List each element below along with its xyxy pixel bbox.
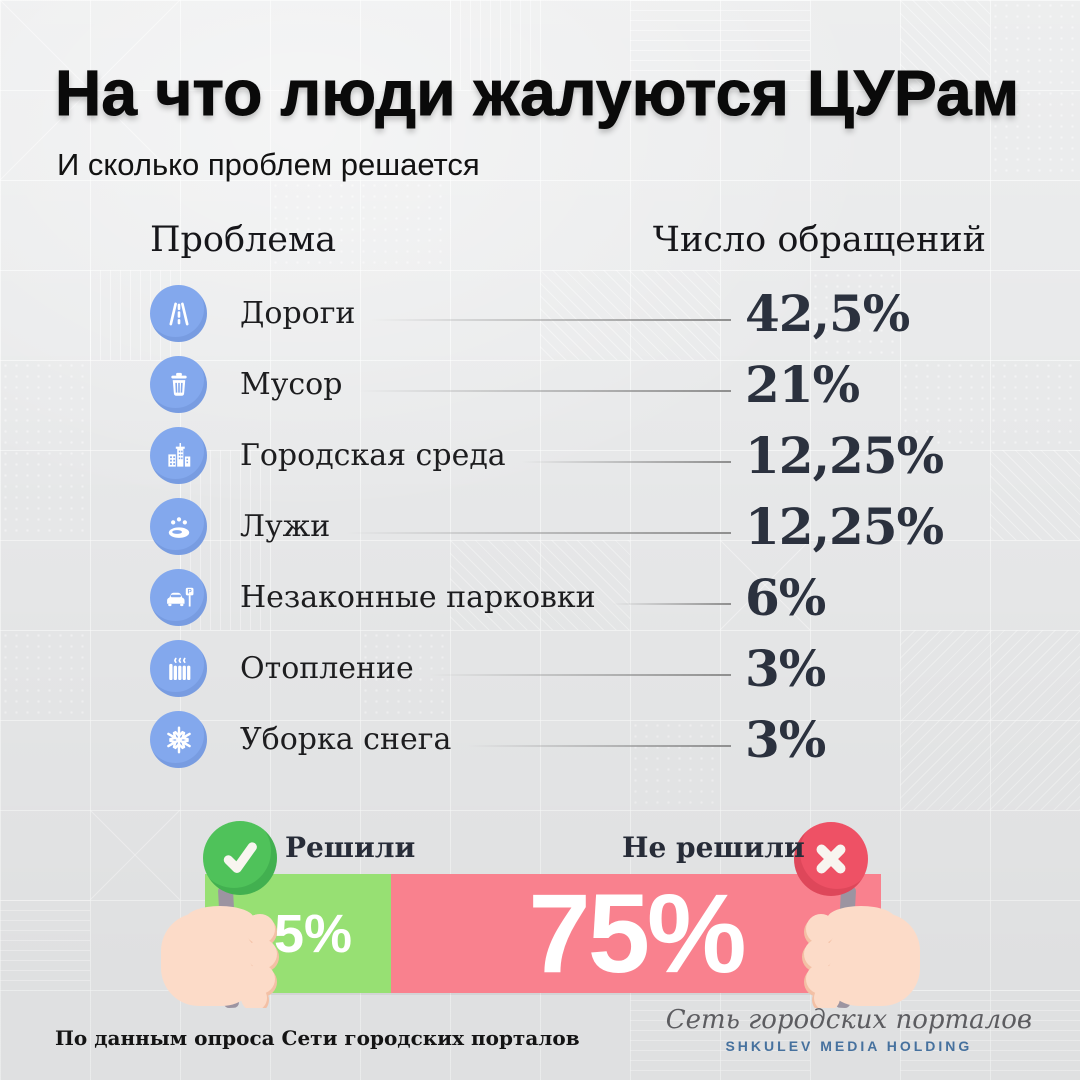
leader-line [358,389,731,392]
row-label: Отопление [240,651,414,686]
leader-line [521,460,731,463]
background-pattern-tile [900,990,1080,1080]
snowflake-icon [150,711,207,768]
table-row: Уборка снега 3% [150,704,986,775]
parking-icon: P [150,569,207,626]
background-pattern-tile [0,630,90,720]
cross-paddle [794,822,868,896]
background-pattern-tile [900,360,1080,450]
row-value: 3% [745,639,826,698]
brand-holding: SHKULEV MEDIA HOLDING [725,1038,973,1054]
row-value: 12,25% [745,497,944,556]
leader-line [346,531,731,534]
background-pattern-tile [450,540,630,630]
left-hand-illustration [158,903,308,1013]
table-row: Мусор 21% [150,349,986,420]
table-row: Отопление 3% [150,633,986,704]
row-value: 3% [745,710,826,769]
background-pattern-tile [90,810,180,900]
column-header-count: Число обращений [652,220,986,260]
row-value: 21% [745,355,860,414]
table-header: Проблема Число обращений [150,220,986,268]
background-pattern-tile [990,450,1080,540]
row-label: Незаконные парковки [240,580,596,615]
resolution-bar: 25% 75% [205,871,881,996]
row-value: 42,5% [745,284,910,343]
brand-name: Сеть городских порталов [665,1005,1032,1035]
solved-label: Решили [285,831,416,864]
complaints-table: Проблема Число обращений Дороги 42,5% Му… [150,220,986,775]
source-note: По данным опроса Сети городских порталов [55,1026,580,1050]
background-pattern-tile [630,990,810,1080]
table-row: Дороги 42,5% [150,278,986,349]
row-label: Дороги [240,296,356,331]
unsolved-value: 75% [528,871,746,996]
row-value: 6% [745,568,826,627]
column-header-problem: Проблема [150,220,337,260]
leader-line [371,318,731,321]
trash-icon [150,356,207,413]
unsolved-label: Не решили [622,831,805,864]
background-pattern-tile [720,540,810,630]
row-label: Лужи [240,509,331,544]
heating-icon [150,640,207,697]
unsolved-segment: 75% [391,871,881,996]
road-icon [150,285,207,342]
background-pattern-tile [900,0,990,90]
background-pattern-tile [990,0,1080,180]
complaints-table-body: Дороги 42,5% Мусор 21% [150,278,986,775]
check-icon [223,842,257,874]
page-subtitle: И сколько проблем решается [57,147,480,182]
leader-line [611,602,731,605]
background-pattern-tile [630,0,810,90]
cross-icon [816,844,846,874]
background-pattern-tile [900,630,1080,810]
leader-line [429,673,731,676]
svg-text:P: P [187,588,192,595]
background-pattern-tile [450,0,540,90]
puddle-icon [150,498,207,555]
background-pattern-tile [0,900,90,990]
background-pattern-tile [810,270,900,360]
background-pattern-tile [270,180,450,270]
table-row: Городская среда 12,25% [150,420,986,491]
city-icon [150,427,207,484]
leader-line [467,744,731,747]
row-label: Мусор [240,367,343,402]
table-row: P Незаконные парковки 6% [150,562,986,633]
background-pattern-tile [0,360,90,540]
page-title: На что люди жалуются ЦУРам [54,57,1020,130]
table-row: Лужи 12,25% [150,491,986,562]
background-pattern-tile [0,0,180,180]
background-pattern-tile [630,720,720,810]
background-pattern-tile [540,270,720,360]
check-paddle [203,821,277,895]
row-label: Уборка снега [240,722,452,757]
right-hand-illustration [773,903,923,1013]
brand-logo: Сеть городских порталов SHKULEV MEDIA HO… [666,1005,1032,1054]
row-label: Городская среда [240,438,506,473]
row-value: 12,25% [745,426,944,485]
